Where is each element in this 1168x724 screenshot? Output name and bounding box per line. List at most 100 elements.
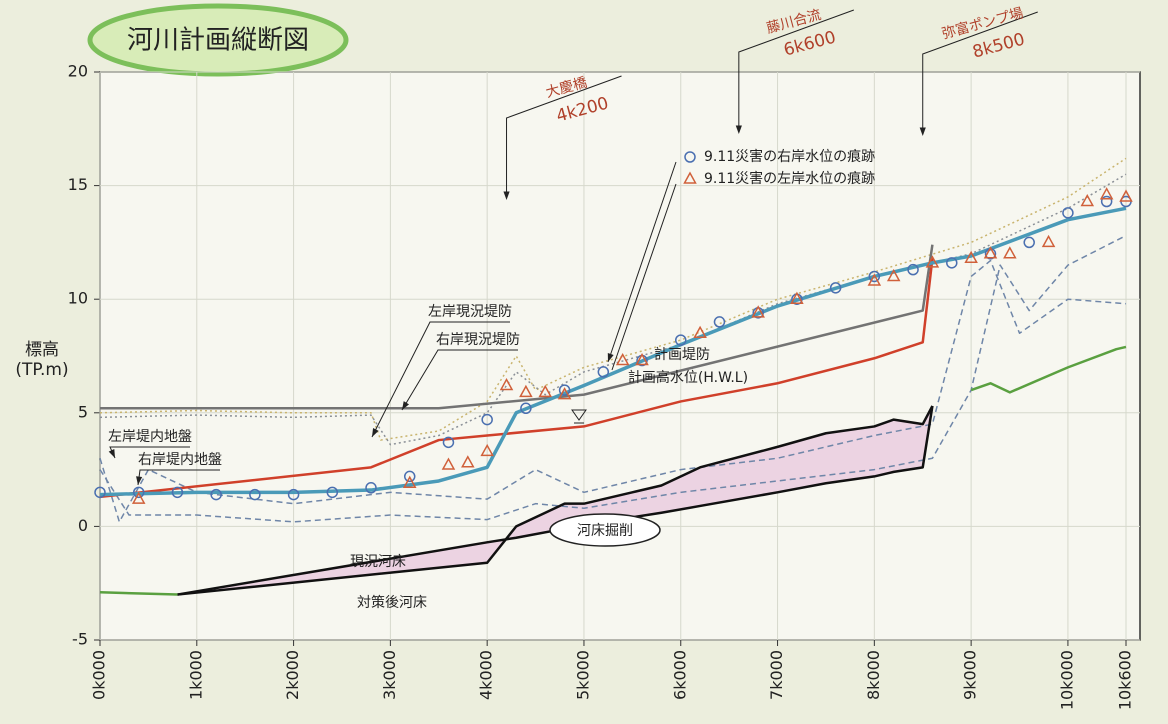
trace-point <box>1003 246 1017 259</box>
trace-point <box>519 384 533 398</box>
excavation-label: 河床掘削 <box>577 523 633 539</box>
x-tick-label: 8k000 <box>864 650 883 700</box>
series-line <box>99 258 934 499</box>
trace-point <box>635 352 649 366</box>
series-label: 対策後河床 <box>357 594 427 611</box>
x-tick-label: 0k000 <box>90 650 109 700</box>
trace-point <box>1119 189 1133 202</box>
trace-point <box>925 255 940 268</box>
x-tick-label: 2k000 <box>283 650 302 700</box>
trace-point <box>693 325 707 339</box>
trace-point <box>171 486 184 499</box>
y-tick-label: 20 <box>68 62 88 81</box>
series-line <box>100 244 934 410</box>
trace-point <box>1100 195 1113 208</box>
series-label: 計画高水位(H.W.L) <box>628 369 748 386</box>
y-axis-label: (TP.m) <box>15 360 68 380</box>
trace-point <box>1080 193 1095 207</box>
series-line <box>99 206 1127 497</box>
y-tick-label: 10 <box>68 289 88 308</box>
x-tick-label: 10k600 <box>1116 650 1135 710</box>
series-line <box>99 259 1127 523</box>
landmark-leader <box>506 75 622 198</box>
chart-title: 河川計画縦断図 <box>127 26 309 56</box>
trace-point <box>597 366 610 378</box>
trace-point <box>520 402 532 415</box>
label-arrowhead <box>402 401 409 410</box>
water-symbol <box>571 409 587 421</box>
series-label: 右岸堤内地盤 <box>138 452 222 468</box>
trace-point <box>210 488 222 501</box>
trace-point <box>365 482 377 494</box>
legend-leader <box>611 183 677 371</box>
trace-point <box>946 257 958 269</box>
trace-point <box>499 377 514 391</box>
trace-point <box>1041 234 1056 248</box>
trace-point <box>751 305 765 318</box>
trace-point <box>94 486 106 499</box>
landmark-arrowhead <box>735 125 742 134</box>
trace-point <box>829 282 842 294</box>
series-label: 現況河床 <box>350 554 406 570</box>
trace-point <box>481 413 493 426</box>
trace-point <box>287 488 300 501</box>
trace-point <box>249 488 261 501</box>
x-tick-label: 9k000 <box>961 650 980 700</box>
excavation-badge <box>549 513 661 547</box>
trace-point <box>132 486 145 499</box>
trace-point <box>886 268 901 282</box>
trace-point <box>675 334 687 346</box>
landmark-arrowhead <box>503 191 510 200</box>
legend-arrowhead <box>607 353 614 362</box>
label-arrowhead <box>108 449 115 458</box>
y-tick-label: 5 <box>78 402 88 421</box>
trace-point <box>907 263 919 276</box>
series-line <box>99 345 1127 596</box>
x-tick-label: 7k000 <box>767 650 786 700</box>
series-label: 左岸堤内地盤 <box>108 429 192 445</box>
landmark-leader <box>922 11 1038 134</box>
series-label: 右岸現況堤防 <box>436 332 520 348</box>
series-line <box>177 405 934 596</box>
series-label: 計画堤防 <box>654 347 710 363</box>
trace-point <box>326 486 339 499</box>
trace-point <box>441 457 456 470</box>
y-tick-label: 15 <box>68 175 88 194</box>
legend-label: 9.11災害の左岸水位の痕跡 <box>704 171 875 187</box>
y-axis-label: 標高 <box>25 340 59 360</box>
series-line <box>177 405 934 596</box>
legend-marker <box>683 171 697 184</box>
label-leader <box>401 349 518 411</box>
trace-point <box>964 250 978 264</box>
series-label: 左岸現況堤防 <box>428 304 512 320</box>
trace-point <box>131 491 146 504</box>
trace-point <box>1099 187 1114 200</box>
legend-label: 9.11災害の右岸水位の痕跡 <box>704 149 875 165</box>
x-tick-label: 3k000 <box>380 650 399 700</box>
legend-leader <box>607 161 677 363</box>
x-tick-label: 4k000 <box>477 650 496 700</box>
trace-point <box>713 316 726 328</box>
trace-point <box>461 455 475 468</box>
trace-point <box>1062 207 1074 219</box>
trace-point <box>538 384 553 398</box>
trace-point <box>442 436 455 449</box>
label-arrowhead <box>372 428 379 437</box>
trace-point <box>867 273 882 286</box>
y-tick-label: 0 <box>78 516 88 535</box>
x-tick-label: 6k000 <box>670 650 689 700</box>
trace-point <box>480 443 494 457</box>
trace-point <box>557 387 572 400</box>
trace-point <box>558 384 571 396</box>
trace-point <box>615 352 630 366</box>
plot-area <box>99 71 1141 641</box>
x-tick-label: 10k000 <box>1057 650 1076 710</box>
label-arrowhead <box>136 476 143 485</box>
x-tick-label: 5k000 <box>573 650 592 700</box>
landmark-arrowhead <box>919 127 926 136</box>
trace-point <box>868 270 881 283</box>
trace-point <box>402 475 417 488</box>
series-line <box>99 234 1127 523</box>
x-tick-label: 1k000 <box>186 650 205 700</box>
